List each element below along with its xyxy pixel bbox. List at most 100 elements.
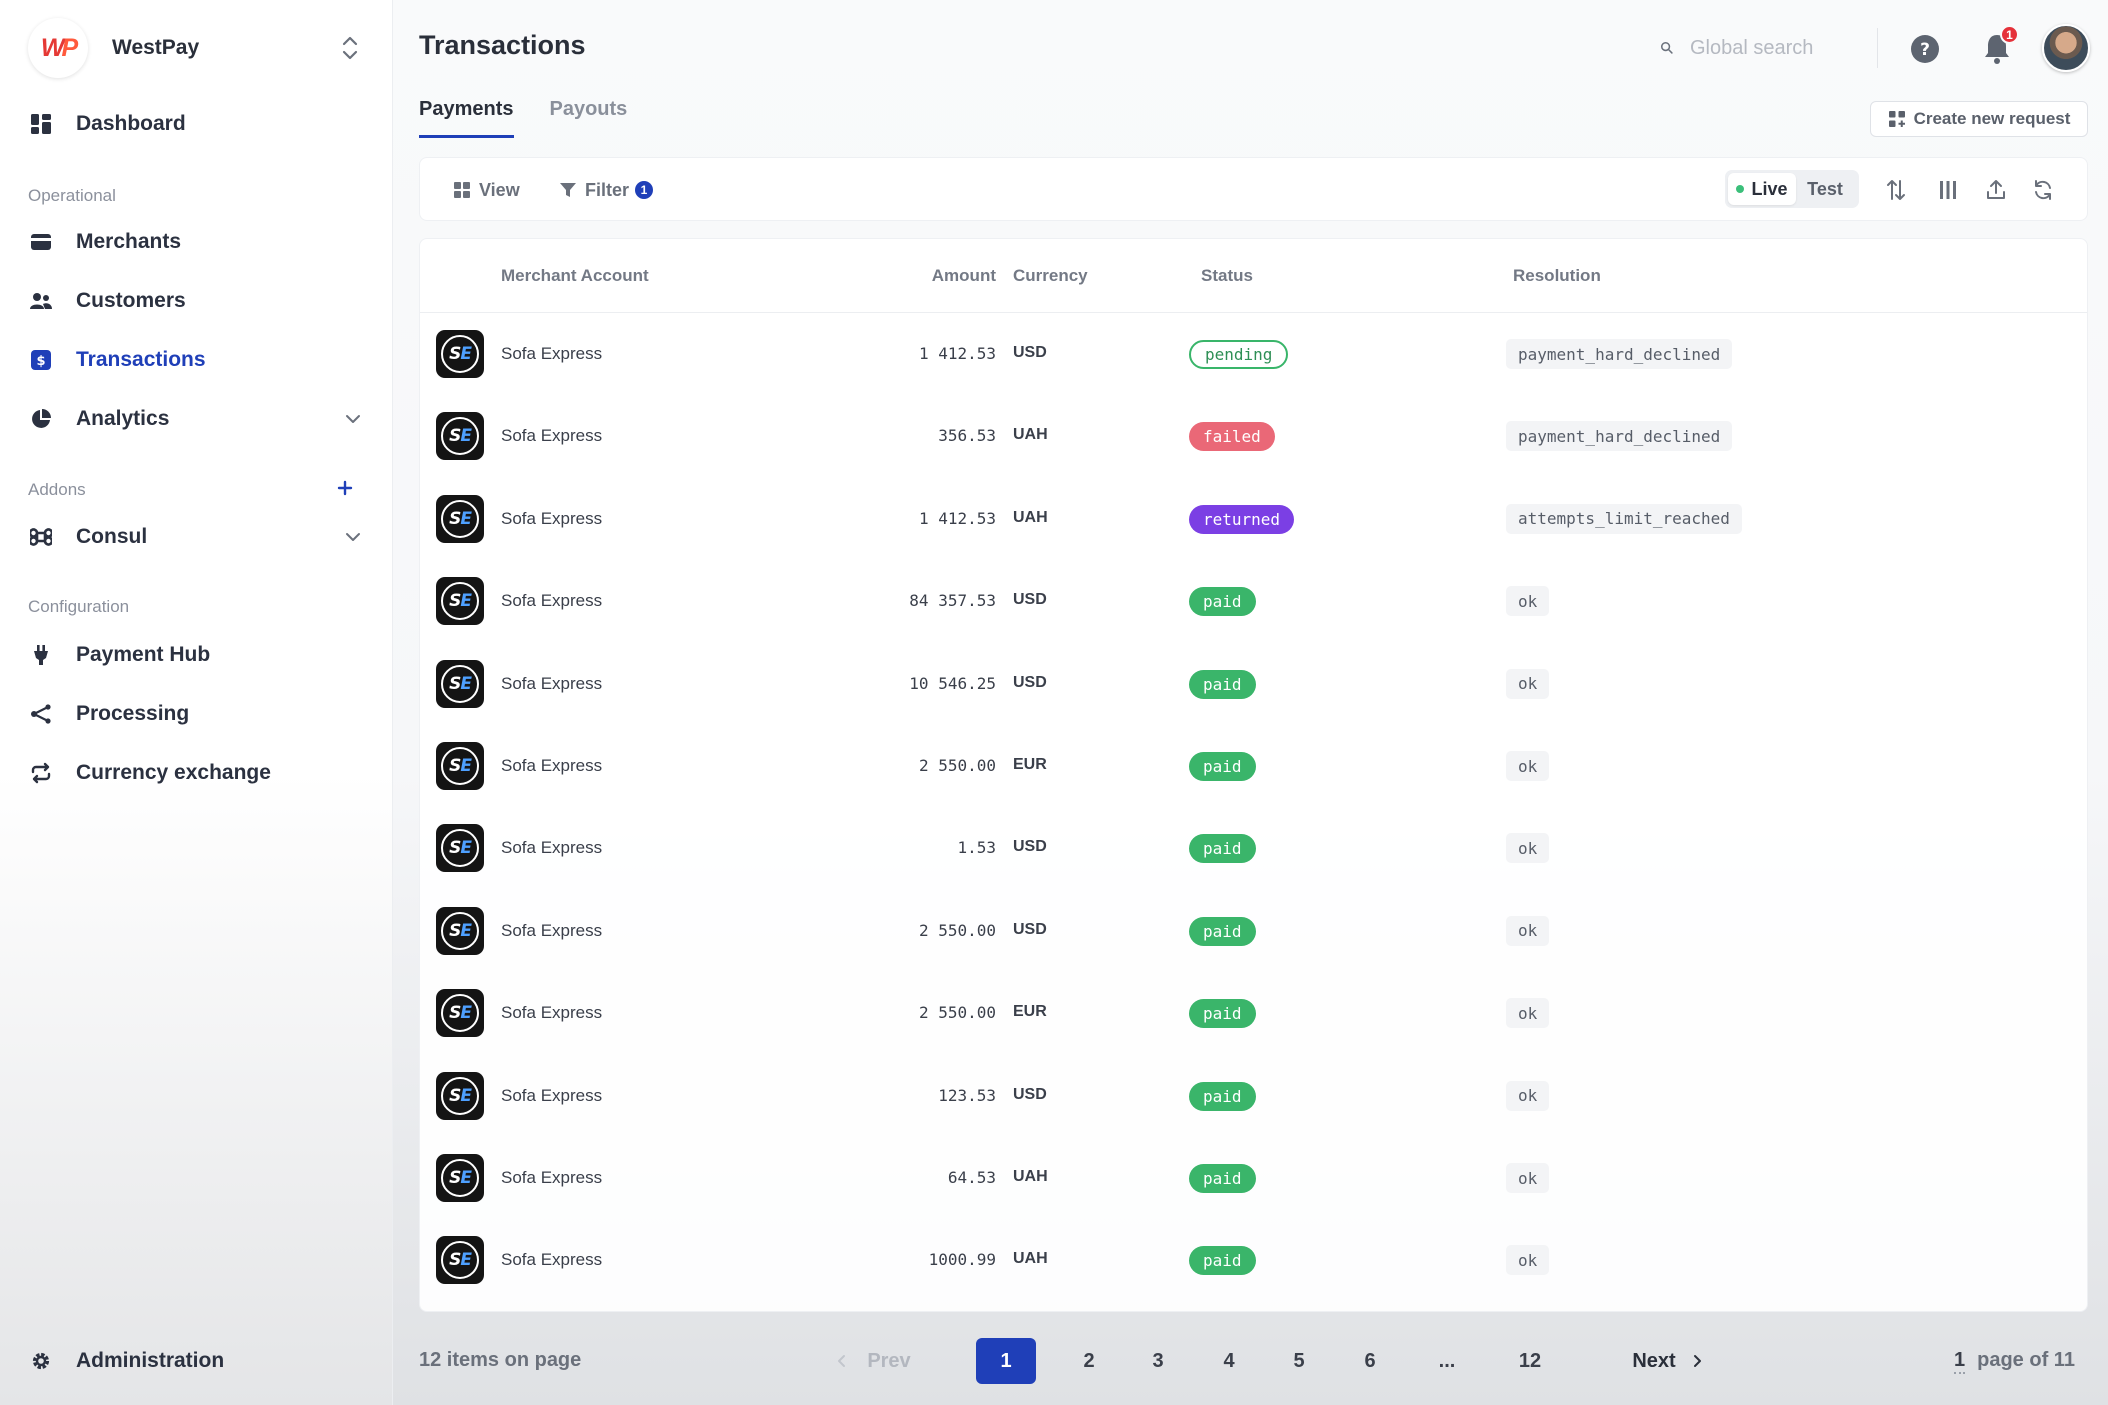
sidebar-item-analytics[interactable]: Analytics <box>28 401 368 437</box>
page-number[interactable]: 5 <box>1293 1349 1305 1372</box>
search-input[interactable] <box>1690 36 1850 60</box>
next-label: Next <box>1632 1349 1676 1372</box>
sidebar-item-transactions[interactable]: $ Transactions <box>28 342 368 378</box>
status-badge: returned <box>1189 504 1295 534</box>
avatar[interactable] <box>2042 24 2090 72</box>
status-badge: paid <box>1189 587 1256 617</box>
table-row[interactable]: S E Sofa Express 2 550.00 EUR paid ok <box>420 725 2087 807</box>
status-badge: paid <box>1189 669 1256 699</box>
search-icon <box>1660 41 1673 54</box>
amount-cell: 2 550.00 <box>918 920 996 940</box>
table-row[interactable]: S E Sofa Express 64.53 UAH paid ok <box>420 1137 2087 1219</box>
sidebar-item-merchants[interactable]: Merchants <box>28 224 368 260</box>
items-per-page[interactable]: 12 items on page <box>419 1349 582 1371</box>
resolution-code: ok <box>1506 1080 1550 1111</box>
sidebar-item-label: Currency exchange <box>76 761 271 784</box>
sort-icon[interactable] <box>1883 177 1909 203</box>
resolution-code: ok <box>1506 915 1550 946</box>
next-page-button[interactable]: Next <box>1628 1338 1708 1384</box>
resolution-code: ok <box>1506 1163 1550 1193</box>
chevron-down-icon[interactable] <box>342 526 364 548</box>
page-number[interactable]: 12 <box>1518 1349 1542 1372</box>
page-number[interactable]: 6 <box>1364 1349 1376 1372</box>
column-currency[interactable]: Currency <box>1013 266 1088 285</box>
resolution-code: ok <box>1506 668 1550 699</box>
resolution-code: payment_hard_declined <box>1506 421 1733 452</box>
column-resolution[interactable]: Resolution <box>1513 266 1601 285</box>
currency-cell: USD <box>1013 1085 1047 1103</box>
column-status[interactable]: Status <box>1201 266 1253 285</box>
column-amount[interactable]: Amount <box>931 266 996 285</box>
prev-page-button[interactable]: Prev <box>832 1338 914 1384</box>
global-search[interactable] <box>1660 30 1850 66</box>
refresh-icon[interactable] <box>2030 177 2056 203</box>
sidebar-item-consul[interactable]: Consul <box>28 519 368 555</box>
tab-payments[interactable]: Payments <box>419 98 514 138</box>
tab-payouts[interactable]: Payouts <box>549 98 628 120</box>
exchange-icon <box>28 760 54 786</box>
column-merchant-account[interactable]: Merchant Account <box>501 266 649 285</box>
columns-icon[interactable] <box>1935 177 1961 203</box>
table-row[interactable]: S E Sofa Express 2 550.00 EUR paid ok <box>420 972 2087 1054</box>
resolution-code: attempts_limit_reached <box>1506 503 1742 534</box>
sidebar-item-dashboard[interactable]: Dashboard <box>28 106 368 142</box>
current-page-input[interactable]: 1 <box>1954 1349 1966 1374</box>
amount-cell: 64.53 <box>947 1168 996 1187</box>
grid-plus-icon <box>1888 111 1905 127</box>
add-addon-plus-icon[interactable] <box>334 477 356 499</box>
table-row[interactable]: S E Sofa Express 356.53 UAH failed payment_har… <box>420 395 2087 477</box>
page-number[interactable]: 1 <box>976 1338 1036 1384</box>
dashboard-icon <box>28 111 54 137</box>
chevron-up-down-icon[interactable] <box>338 33 362 63</box>
chevron-left-icon <box>838 1355 846 1367</box>
table-row[interactable]: S E Sofa Express 84 357.53 USD paid ok <box>420 560 2087 642</box>
env-test-option[interactable]: Test <box>1807 178 1843 199</box>
create-new-request-button[interactable]: Create new request <box>1870 101 2088 137</box>
table-row[interactable]: S E Sofa Express 123.53 USD paid ok <box>420 1055 2087 1137</box>
filter-button[interactable]: Filter 1 <box>559 178 654 202</box>
amount-cell: 2 550.00 <box>918 1003 996 1023</box>
table-row[interactable]: S E Sofa Express 10 546.25 USD paid ok <box>420 643 2087 725</box>
view-button[interactable]: View <box>453 178 520 202</box>
table-row[interactable]: S E Sofa Express 1 412.53 UAH returned attempt… <box>420 478 2087 560</box>
table-row[interactable]: S E Sofa Express 1000.99 UAH paid ok <box>420 1219 2087 1301</box>
sidebar-item-currency-exchange[interactable]: Currency exchange <box>28 755 368 791</box>
merchant-card-icon <box>28 229 54 255</box>
env-live-option[interactable]: Live <box>1728 173 1796 205</box>
page-number[interactable]: 4 <box>1223 1349 1235 1372</box>
page-indicator: 1 page of 11 <box>1954 1349 2075 1374</box>
resolution-code: payment_hard_declined <box>1506 339 1733 369</box>
amount-cell: 356.53 <box>938 426 996 446</box>
status-badge: paid <box>1189 752 1256 781</box>
status-badge: pending <box>1189 340 1289 369</box>
help-icon[interactable]: ? <box>1910 34 1940 64</box>
sidebar-item-processing[interactable]: Processing <box>28 696 368 732</box>
page-number[interactable]: 2 <box>1083 1349 1095 1372</box>
merchant-name: Sofa Express <box>501 1003 603 1023</box>
share-icon <box>28 701 54 727</box>
merchant-name: Sofa Express <box>501 426 603 446</box>
transactions-table: Merchant Account Amount Currency Status … <box>419 238 2088 1312</box>
sidebar-item-customers[interactable]: Customers <box>28 283 368 319</box>
sidebar-item-label: Administration <box>76 1349 225 1372</box>
sidebar-item-administration[interactable]: Administration <box>28 1343 368 1379</box>
table-row[interactable]: S E Sofa Express 1 412.53 USD pending payment_… <box>420 313 2087 395</box>
dollar-square-icon: $ <box>28 347 54 373</box>
page-number[interactable]: 3 <box>1152 1349 1164 1372</box>
chevron-down-icon[interactable] <box>342 408 364 430</box>
status-badge: paid <box>1189 916 1256 946</box>
filter-label: Filter <box>585 179 630 200</box>
table-row[interactable]: S E Sofa Express 1.53 USD paid ok <box>420 807 2087 889</box>
export-icon[interactable] <box>1983 177 2009 203</box>
page-ellipsis[interactable]: ... <box>1438 1349 1456 1372</box>
sidebar-item-label: Dashboard <box>76 112 186 135</box>
svg-text:?: ? <box>1920 40 1930 60</box>
sidebar-item-payment-hub[interactable]: Payment Hub <box>28 637 368 673</box>
table-row[interactable]: S E Sofa Express 2 550.00 USD paid ok <box>420 890 2087 972</box>
brand-name: WestPay <box>112 36 200 59</box>
